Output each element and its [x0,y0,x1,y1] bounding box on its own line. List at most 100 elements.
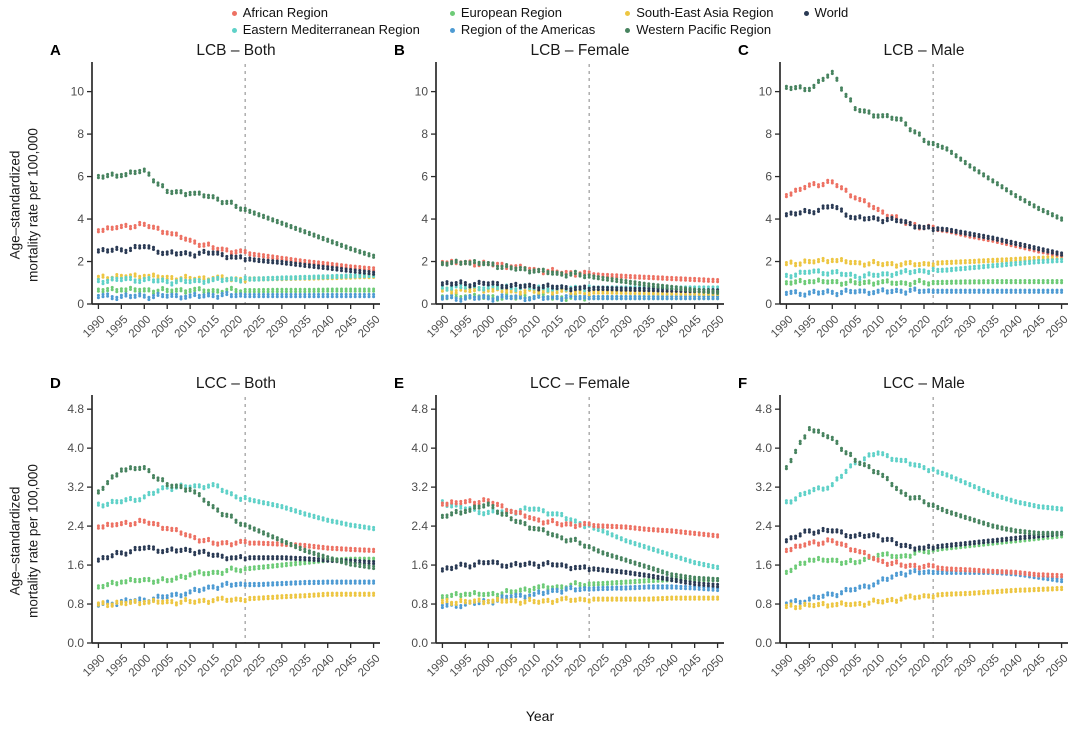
y-axis-label-line2: mortality rate per 100,000 [25,127,40,282]
svg-text:10: 10 [415,85,429,99]
svg-text:1990: 1990 [425,653,452,680]
panel-f: F LCC – Male 0.0 0.8 1.6 2.4 3.2 4.0 4.8 1990 1995… [736,371,1080,710]
y-axis-ticks: 0 2 4 6 8 10 [759,85,780,311]
svg-text:0: 0 [77,297,84,311]
svg-text:2000: 2000 [127,653,154,680]
svg-text:2005: 2005 [494,653,521,680]
svg-text:4.0: 4.0 [67,441,84,455]
series-region-of-the-americas [440,292,720,303]
y-axis-ticks: 0.0 0.8 1.6 2.4 3.2 4.0 4.8 [411,402,436,650]
legend-item-eastern-mediterranean-region: Eastern Mediterranean Region [231,22,420,38]
series-region-of-the-americas [96,290,376,302]
x-axis-ticks: 1990199520002005201020152020202520302035… [769,304,1071,340]
panel-a: A LCB – Both 0 2 4 6 8 10 1990 1995 2000 2005 2010 20… [48,38,392,371]
svg-text:2020: 2020 [563,314,590,341]
svg-text:6: 6 [77,170,84,184]
panel-title: LCC – Both [196,375,276,392]
svg-text:1990: 1990 [769,314,796,341]
svg-text:2020: 2020 [563,653,590,680]
svg-text:0.0: 0.0 [411,636,428,650]
svg-text:0: 0 [421,297,428,311]
legend: African Region Eastern Mediterranean Regi… [231,0,849,38]
svg-text:1.6: 1.6 [411,558,428,572]
legend-marker-icon [231,27,237,33]
svg-text:2045: 2045 [677,653,704,680]
svg-text:2035: 2035 [287,653,314,680]
legend-marker-icon [231,10,237,16]
svg-text:2: 2 [77,255,84,269]
svg-text:2050: 2050 [700,653,727,680]
legend-marker-icon [625,27,631,33]
svg-text:2035: 2035 [631,653,658,680]
svg-text:2015: 2015 [540,314,567,341]
svg-text:2035: 2035 [631,314,658,341]
svg-text:2025: 2025 [585,653,612,680]
series-western-pacific-region [440,258,720,295]
svg-text:1995: 1995 [792,314,819,341]
svg-text:2015: 2015 [540,653,567,680]
svg-text:2040: 2040 [654,653,681,680]
svg-text:2010: 2010 [173,314,200,341]
legend-marker-icon [449,10,455,16]
series-group [784,426,1064,611]
svg-text:2045: 2045 [333,653,360,680]
panel-title: LCB – Male [884,42,965,59]
svg-text:2000: 2000 [815,314,842,341]
svg-text:2025: 2025 [929,314,956,341]
svg-text:2025: 2025 [585,314,612,341]
panel-e: E LCC – Female 0.0 0.8 1.6 2.4 3.2 4.0 4.8 1990 19… [392,371,736,710]
panel-title: LCB – Both [196,42,275,59]
legend-item-south-east-asia-region: South-East Asia Region [625,5,774,21]
series-eastern-mediterranean-region [440,499,720,571]
svg-text:0.0: 0.0 [67,636,84,650]
series-african-region [784,537,1064,579]
legend-label: Region of the Americas [460,22,596,37]
panel-f-chart: F LCC – Male 0.00.81.62.43.24.04.819901995… [738,375,1071,679]
svg-text:2050: 2050 [356,653,383,680]
series-group [784,69,1064,298]
series-region-of-the-americas [784,286,1064,298]
y-axis-label-line1: Age–standardized [7,486,23,595]
svg-text:10: 10 [71,85,85,99]
svg-text:2005: 2005 [150,314,177,341]
panel-b-chart: B LCB – Female 0 2 4 6 8 10 19901995200020052010… [394,42,727,341]
svg-text:4.0: 4.0 [411,441,428,455]
panel-title: LCC – Male [883,375,965,392]
svg-text:2030: 2030 [264,653,291,680]
panel-title: LCB – Female [530,42,629,59]
x-axis-ticks: 1990199520002005201020152020202520302035… [425,643,727,679]
svg-text:4: 4 [421,212,428,226]
svg-text:2000: 2000 [471,653,498,680]
svg-text:2045: 2045 [677,314,704,341]
svg-text:2050: 2050 [700,314,727,341]
svg-text:2030: 2030 [608,653,635,680]
y-axis-label-lcc: Age–standardized mortality rate per 100,… [0,371,48,710]
svg-text:4.8: 4.8 [67,402,84,416]
svg-text:2015: 2015 [196,653,223,680]
svg-text:2050: 2050 [1044,314,1071,341]
panel-title: LCC – Female [530,375,630,392]
svg-text:2030: 2030 [264,314,291,341]
svg-text:2045: 2045 [333,314,360,341]
svg-text:2005: 2005 [150,653,177,680]
svg-text:2025: 2025 [241,314,268,341]
svg-text:2010: 2010 [517,314,544,341]
row-lcc: Age–standardized mortality rate per 100,… [0,371,1080,710]
x-axis-ticks: 1990199520002005201020152020202520302035… [81,304,383,340]
panel-letter: E [394,375,404,392]
series-western-pacific-region [784,426,1064,536]
svg-text:6: 6 [765,170,772,184]
panel-a-chart: A LCB – Both02468101990199520002005201020… [50,42,383,340]
svg-text:2030: 2030 [952,314,979,341]
svg-text:2: 2 [765,255,772,269]
series-south-east-asia-region [440,595,720,606]
legend-label: World [814,5,849,20]
svg-text:2040: 2040 [310,653,337,680]
series-european-region [96,556,376,590]
svg-text:2000: 2000 [471,314,498,341]
series-western-pacific-region [440,501,720,583]
svg-text:2.4: 2.4 [411,519,428,533]
svg-text:2015: 2015 [196,314,223,341]
y-axis-ticks: 0 2 4 6 8 10 [415,85,436,311]
svg-text:1995: 1995 [104,653,131,680]
